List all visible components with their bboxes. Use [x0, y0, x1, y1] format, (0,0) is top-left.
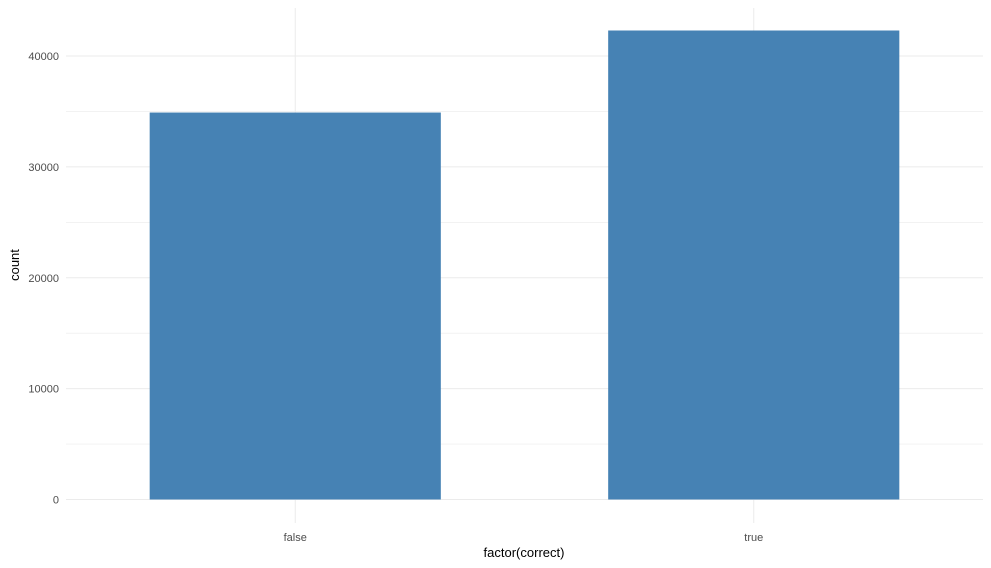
bar-true — [608, 30, 900, 500]
y-tick-label: 40000 — [28, 51, 59, 63]
y-tick-label: 0 — [53, 495, 59, 507]
y-axis-ticks: 0 10000 20000 30000 40000 — [28, 51, 59, 507]
x-tick-label: true — [744, 532, 763, 544]
x-tick-label: false — [284, 532, 307, 544]
y-axis-title: count — [7, 249, 22, 281]
bar-false — [149, 112, 441, 500]
y-tick-label: 20000 — [28, 273, 59, 285]
bars — [149, 30, 900, 500]
y-tick-label: 10000 — [28, 384, 59, 396]
x-axis-title: factor(correct) — [484, 545, 565, 560]
x-axis-ticks: false true — [284, 532, 764, 544]
y-tick-label: 30000 — [28, 162, 59, 174]
